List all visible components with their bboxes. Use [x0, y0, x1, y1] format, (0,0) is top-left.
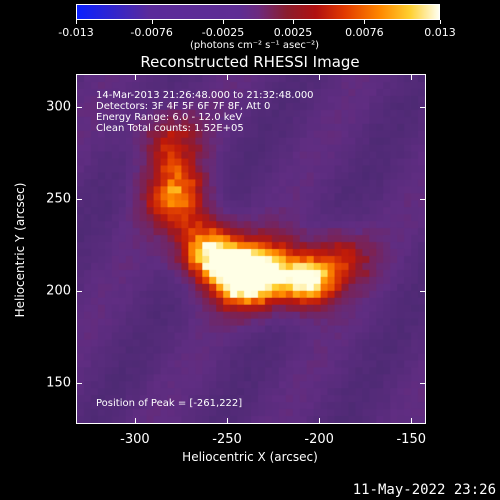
colorbar-tick — [364, 20, 366, 24]
y-axis-label: Heliocentric Y (arcsec) — [13, 182, 27, 318]
timestamp: 11-May-2022 23:26 — [352, 482, 496, 498]
x-tick-mark — [411, 418, 413, 424]
x-tick-mark — [227, 74, 229, 80]
info-total-counts: Clean Total counts: 1.52E+05 — [96, 123, 244, 134]
y-tick-label: 300 — [46, 99, 71, 115]
peak-position-label: Position of Peak = [-261,222] — [96, 398, 243, 409]
colorbar-tick-label: -0.0076 — [130, 26, 173, 39]
y-tick-label: 150 — [46, 375, 71, 391]
x-tick-mark — [134, 74, 136, 80]
y-tick-mark — [420, 199, 426, 201]
x-tick-mark — [411, 74, 413, 80]
colorbar-tick — [293, 20, 294, 24]
colorbar-tick — [76, 20, 77, 24]
x-axis-label: Heliocentric X (arcsec) — [182, 450, 318, 464]
y-tick-mark — [420, 291, 426, 293]
x-tick-label: -200 — [304, 432, 334, 447]
x-tick-label: -300 — [120, 432, 150, 447]
y-tick-mark — [76, 383, 82, 385]
x-tick-label: -250 — [212, 432, 242, 447]
colorbar-tick-label: -0.013 — [58, 26, 94, 39]
colorbar-tick-label: -0.0025 — [201, 26, 245, 39]
x-tick-mark — [134, 418, 136, 424]
colorbar — [76, 4, 440, 20]
y-tick-mark — [76, 107, 82, 109]
x-tick-mark — [227, 418, 229, 424]
colorbar-tick — [440, 20, 441, 24]
info-detectors: Detectors: 3F 4F 5F 6F 7F 8F, Att 0 — [96, 101, 271, 112]
x-tick-label: -150 — [396, 432, 427, 447]
info-time-range: 14-Mar-2013 21:26:48.000 to 21:32:48.000 — [96, 90, 314, 101]
x-tick-mark — [319, 74, 321, 80]
colorbar-tick-label: 0.013 — [424, 26, 456, 39]
heatmap-image — [77, 75, 425, 423]
colorbar-tick — [151, 20, 153, 24]
y-tick-mark — [76, 291, 82, 293]
y-tick-label: 250 — [46, 191, 71, 207]
image-plot-area — [76, 74, 426, 424]
y-tick-mark — [420, 107, 426, 109]
y-tick-label: 200 — [46, 283, 71, 299]
colorbar-tick — [223, 20, 224, 24]
colorbar-units: (photons cm⁻² s⁻¹ asec⁻²) — [190, 40, 320, 51]
x-tick-mark — [319, 418, 321, 424]
colorbar-tick-label: 0.0076 — [345, 26, 384, 39]
y-tick-mark — [420, 383, 426, 385]
plot-title: Reconstructed RHESSI Image — [140, 53, 360, 71]
y-tick-mark — [76, 199, 82, 201]
colorbar-tick-label: 0.0025 — [273, 26, 313, 39]
info-energy-range: Energy Range: 6.0 - 12.0 keV — [96, 112, 243, 123]
